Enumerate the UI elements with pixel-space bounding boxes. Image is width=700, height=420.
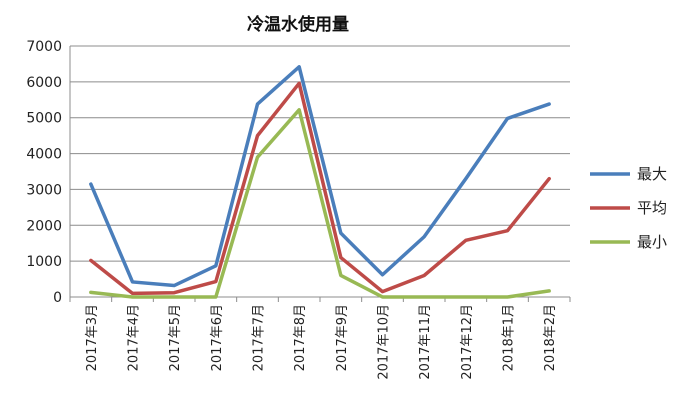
x-tick-label: 2017年10月 bbox=[377, 304, 392, 380]
y-tick-label: 1000 bbox=[26, 254, 62, 270]
series-lines bbox=[89, 65, 551, 299]
y-tick-label: 3000 bbox=[26, 182, 62, 198]
x-tick-label: 2017年4月 bbox=[127, 304, 142, 371]
x-tick-label: 2017年6月 bbox=[210, 304, 225, 371]
x-tick-label: 2018年1月 bbox=[502, 304, 517, 371]
x-tick-label: 2017年8月 bbox=[293, 304, 308, 371]
x-tick-label: 2017年5月 bbox=[168, 304, 183, 371]
x-tick-label: 2017年9月 bbox=[335, 304, 350, 371]
y-tick-label: 4000 bbox=[26, 147, 62, 163]
chart-title: 冷温水使用量 bbox=[247, 14, 349, 35]
x-tick-label: 2017年3月 bbox=[85, 304, 100, 371]
y-axis: 0 1000 2000 3000 4000 5000 6000 7000 bbox=[26, 39, 71, 306]
y-tick-label: 6000 bbox=[26, 75, 62, 91]
x-tick-label: 2017年11月 bbox=[418, 304, 433, 380]
x-tick-label: 2017年7月 bbox=[252, 304, 267, 371]
y-tick-label: 7000 bbox=[26, 39, 62, 55]
x-axis: 2017年3月 2017年4月 2017年5月 2017年6月 2017年7月 2017年… bbox=[69, 297, 571, 380]
x-tick-label: 2018年2月 bbox=[543, 304, 558, 371]
y-tick-label: 2000 bbox=[26, 218, 62, 234]
legend-label-2: 最小 bbox=[637, 233, 667, 251]
x-tick-label: 2017年12月 bbox=[460, 304, 475, 380]
y-tick-label: 5000 bbox=[26, 111, 62, 127]
series-line-1 bbox=[89, 81, 551, 296]
legend-label-1: 平均 bbox=[637, 199, 667, 217]
legend-label-0: 最大 bbox=[637, 165, 667, 183]
series-line-0 bbox=[89, 65, 551, 288]
y-tick-label: 0 bbox=[53, 290, 62, 306]
series-line-2 bbox=[89, 108, 551, 299]
